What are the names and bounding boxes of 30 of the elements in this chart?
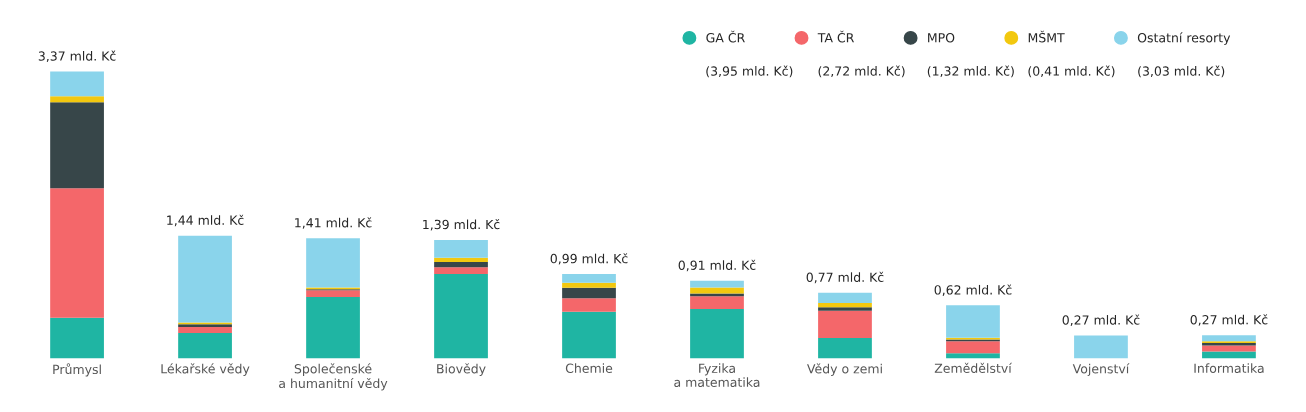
annotation: (2,72 mld. Kč) xyxy=(818,65,905,78)
x-tick-label: Biovědy xyxy=(437,363,486,376)
annotation: 0,27 mld. Kč xyxy=(1190,314,1268,326)
annotation: (0,41 mld. Kč) xyxy=(1028,65,1115,78)
legend-label: MPO xyxy=(928,32,955,43)
x-tick-label: Vědy o zemi xyxy=(807,363,882,376)
annotation: 3,37 mld. Kč xyxy=(38,50,116,63)
x-tick-label: Fyzika a matematika xyxy=(674,363,760,387)
annotation: 1,41 mld. Kč xyxy=(295,217,372,229)
x-tick-label: Vojenství xyxy=(1072,363,1130,376)
x-tick-label: Společenské a humanitní vědy xyxy=(279,363,388,391)
annotation: (1,32 mld. Kč) xyxy=(927,65,1014,78)
annotation: 0,99 mld. Kč xyxy=(550,253,628,265)
annotation: 1,44 mld. Kč xyxy=(167,214,244,227)
legend-label: TA ČR xyxy=(817,30,855,43)
annotation: 0,27 mld. Kč xyxy=(1062,314,1140,327)
x-tick-label: Průmysl xyxy=(53,363,101,377)
legend-label: Ostatní resorty xyxy=(1137,32,1231,45)
annotation: (3,03 mld. Kč) xyxy=(1138,65,1225,78)
annotation: (3,95 mld. Kč) xyxy=(706,65,793,78)
annotation: 1,39 mld. Kč xyxy=(423,219,500,231)
x-tick-label: Zemědělství xyxy=(934,362,1013,373)
annotation: 0,62 mld. Kč xyxy=(934,284,1012,296)
legend-label: MŠMT xyxy=(1028,30,1065,43)
annotation: 0,91 mld. Kč xyxy=(678,259,756,272)
annotation: 0,77 mld. Kč xyxy=(806,271,884,284)
x-tick-label: Chemie xyxy=(565,363,613,373)
x-tick-label: Lékařské vědy xyxy=(161,363,250,376)
x-tick-label: Informatika xyxy=(1194,363,1264,373)
legend-label: GA ČR xyxy=(706,30,745,43)
